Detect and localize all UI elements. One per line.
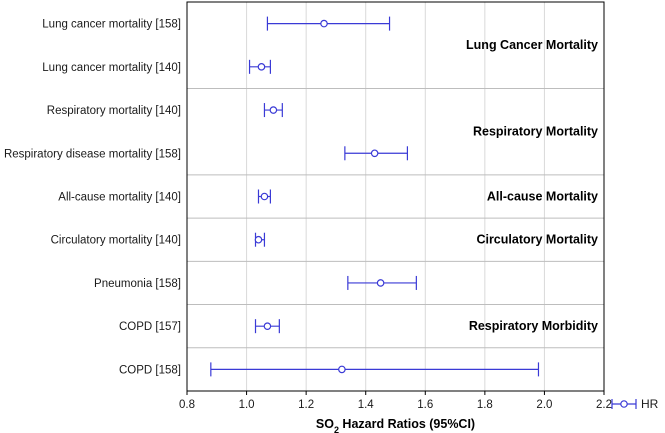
row-label: Pneumonia [158] — [94, 278, 181, 290]
row-label: All-cause mortality [140] — [58, 192, 181, 204]
hr-point — [320, 19, 328, 28]
x-tick-label: 1.0 — [239, 399, 255, 411]
group-label: Circulatory Mortality — [476, 233, 598, 247]
group-label: Respiratory Morbidity — [469, 319, 598, 333]
row-label: COPD [157] — [119, 321, 181, 333]
row-label: Respiratory mortality [140] — [47, 105, 181, 117]
legend-marker-symbol — [620, 400, 628, 408]
x-axis-title-suffix: Hazard Ratios (95%CI) — [339, 417, 475, 431]
hr-row-mark — [344, 146, 409, 161]
x-tick-label: 2.2 — [596, 399, 612, 411]
row-label: Respiratory disease mortality [158] — [4, 148, 181, 160]
x-axis: 0.8 1.0 1.2 1.4 1.6 1.8 2.0 2.2 — [179, 391, 612, 411]
hr-point — [254, 235, 263, 244]
hr-point — [338, 365, 346, 374]
row-label: Circulatory mortality [140] — [51, 235, 181, 247]
hr-series — [210, 16, 540, 377]
hr-row-mark — [347, 275, 417, 290]
plot-frame — [186, 1, 605, 392]
hr-row-mark — [254, 319, 280, 334]
x-tick-label: 1.2 — [298, 399, 314, 411]
x-axis-title-prefix: SO — [316, 417, 334, 431]
row-separators — [187, 87, 604, 349]
x-axis-title: SO2 Hazard Ratios (95%CI) — [316, 417, 475, 433]
x-tick-label: 1.4 — [358, 399, 375, 411]
row-label: COPD [158] — [119, 364, 181, 376]
group-label: All-cause Mortality — [487, 190, 598, 204]
x-tick-label: 1.6 — [417, 399, 433, 411]
row-label: Lung cancer mortality [140] — [42, 62, 181, 74]
hr-point — [370, 149, 379, 158]
group-label: Lung Cancer Mortality — [466, 38, 598, 52]
x-tick-label: 2.0 — [536, 399, 552, 411]
grid-lines — [246, 2, 545, 391]
hr-row-mark — [257, 189, 271, 204]
group-labels: Lung Cancer Mortality Respiratory Mortali… — [466, 38, 598, 333]
x-tick-label: 0.8 — [179, 399, 195, 411]
hr-point — [263, 322, 272, 330]
group-label: Respiratory Mortality — [473, 125, 598, 139]
legend-label: HR — [641, 397, 659, 411]
hr-row-mark — [248, 59, 271, 74]
legend: HR — [611, 397, 659, 411]
hr-point — [376, 279, 385, 287]
hr-point — [260, 192, 269, 201]
x-axis-title-subscript: 2 — [334, 425, 339, 433]
hr-row-mark — [254, 232, 266, 247]
hr-row-mark — [263, 103, 283, 118]
row-label: Lung cancer mortality [158] — [42, 19, 181, 31]
hr-row-mark — [266, 16, 391, 31]
hr-point — [269, 106, 278, 114]
hr-row-mark — [210, 362, 540, 377]
row-labels: Lung cancer mortality [158] Lung cancer m… — [4, 19, 181, 377]
x-tick-label: 1.8 — [477, 399, 493, 411]
hr-point — [257, 63, 266, 71]
